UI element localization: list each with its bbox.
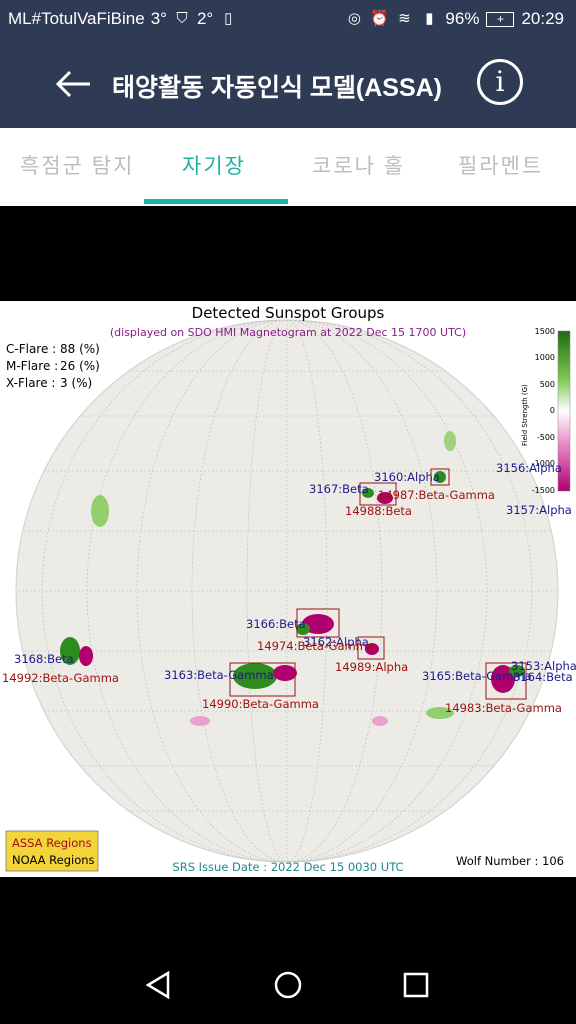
tab-bar: 흑점군 탐지 자기장 코로나 홀 필라멘트: [0, 128, 576, 207]
status-bar: ML#TotulVaFiBine 3° ⛉ 2° ▯ ◎ ⏰ ≋ ▮ 96% +…: [0, 0, 576, 40]
assa-label: 3153:Alpha: [511, 659, 576, 673]
noaa-label: 14983:Beta-Gamma: [445, 701, 562, 715]
flare-x-label: X-Flare :: [6, 376, 55, 390]
assa-label: 3165:Beta-Gamma: [422, 669, 532, 683]
cbar-tick-neg500: -500: [537, 433, 555, 442]
content-area: Detected Sunspot Groups (displayed on SD…: [0, 206, 576, 944]
flare-m-value: 26 (%): [60, 359, 100, 373]
tab-filament[interactable]: 필라멘트: [458, 155, 544, 178]
assa-label: 3166:Beta: [246, 617, 306, 631]
legend-assa: ASSA Regions: [12, 836, 92, 850]
cbar-tick-500: 500: [540, 380, 555, 389]
tab-magnetic-field[interactable]: 자기장: [182, 155, 246, 178]
battery-icon: +: [486, 11, 515, 27]
page-title: 태양활동 자동인식 모델(ASSA): [112, 74, 443, 102]
issue-date: SRS Issue Date : 2022 Dec 15 0030 UTC: [172, 860, 403, 874]
magnetogram-figure[interactable]: Detected Sunspot Groups (displayed on SD…: [0, 301, 576, 877]
nav-back-icon[interactable]: [142, 968, 176, 1002]
wolf-number: Wolf Number : 106: [456, 854, 564, 868]
region-boxes: [229, 468, 527, 700]
figure-title: Detected Sunspot Groups: [192, 304, 385, 322]
wifi-icon: ≋: [398, 10, 411, 27]
noaa-label: 14987:Beta-Gamma: [378, 488, 495, 502]
assa-label: 3167:Beta: [309, 482, 369, 496]
colorbar: [557, 330, 571, 492]
sun-grid: [16, 320, 558, 862]
cbar-tick-neg1500: -1500: [532, 486, 555, 495]
nav-recents-icon[interactable]: [399, 968, 433, 1002]
temp-2: 2°: [196, 9, 214, 28]
arrow-left-icon: [55, 70, 90, 98]
app-bar: 태양활동 자동인식 모델(ASSA) i: [0, 40, 576, 128]
assa-label: 3156:Alpha: [496, 461, 562, 475]
flare-x-value: 3 (%): [60, 376, 92, 390]
legend-noaa: NOAA Regions: [12, 853, 95, 867]
assa-label: 3160:Alpha: [374, 470, 440, 484]
flare-m-label: M-Flare :: [6, 359, 58, 373]
noaa-label: 14992:Beta-Gamma: [2, 671, 119, 685]
carrier-text: ML#TotulVaFiBine: [8, 9, 145, 28]
signal-icon: ▮: [425, 10, 434, 27]
shield-icon: ⛉: [176, 10, 188, 27]
cbar-tick-1500: 1500: [535, 327, 555, 336]
noaa-label: 14974:Beta-Gamma: [257, 639, 374, 653]
battery-percent: 96%: [445, 9, 480, 28]
assa-label: 3157:Alpha: [506, 503, 572, 517]
battery-small-icon: ▯: [224, 10, 233, 27]
noaa-label: 14989:Alpha: [335, 660, 408, 674]
active-tab-indicator: [144, 199, 288, 204]
clock: 20:29: [521, 9, 564, 28]
figure-subtitle: (displayed on SDO HMI Magnetogram at 202…: [110, 326, 466, 339]
legend: ASSA Regions NOAA Regions: [5, 830, 99, 872]
flare-c-label: C-Flare :: [6, 342, 56, 356]
noaa-label: 14990:Beta-Gamma: [202, 697, 319, 711]
nfc-icon: ◎: [347, 10, 361, 27]
temp-1: 3°: [150, 9, 167, 28]
magnetic-blobs: [60, 431, 525, 726]
assa-label: 3164:Beta: [513, 670, 573, 684]
flare-c-value: 88 (%): [60, 342, 100, 356]
assa-label: 3162:Alpha: [303, 635, 369, 649]
tab-coronal-hole[interactable]: 코로나 홀: [312, 155, 406, 178]
info-icon[interactable]: i: [477, 59, 523, 105]
system-nav-bar: [0, 944, 576, 1024]
noaa-label: 14988:Beta: [345, 504, 412, 518]
back-arrow-icon[interactable]: [52, 62, 96, 106]
assa-label: 3163:Beta-Gamma: [164, 668, 274, 682]
colorbar-label: Field Strength (G): [521, 384, 529, 446]
tab-sunspot-detection[interactable]: 흑점군 탐지: [20, 155, 135, 178]
cbar-tick-1000: 1000: [535, 353, 555, 362]
nav-home-icon[interactable]: [271, 968, 305, 1002]
magnetogram-svg: Detected Sunspot Groups (displayed on SD…: [2, 304, 576, 874]
cbar-tick-neg1000: -1000: [532, 459, 555, 468]
alarm-icon: ⏰: [370, 10, 390, 27]
cbar-tick-0: 0: [550, 406, 555, 415]
assa-label: 3168:Beta: [14, 652, 74, 666]
